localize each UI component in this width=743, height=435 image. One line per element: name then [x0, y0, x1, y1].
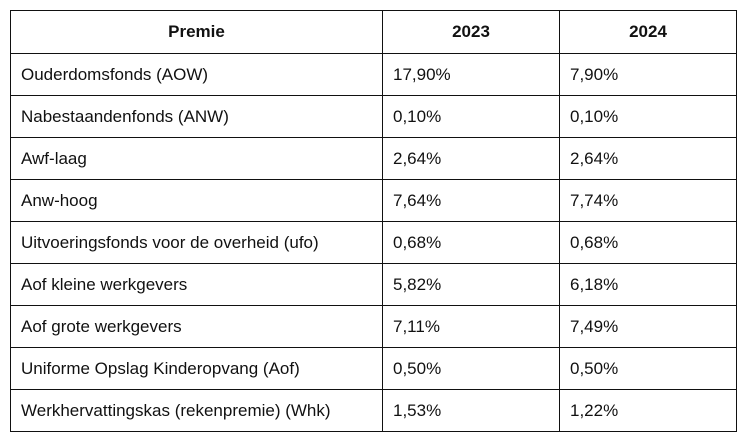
table-row: Uitvoeringsfonds voor de overheid (ufo) … — [10, 221, 737, 264]
cell-premie: Nabestaandenfonds (ANW) — [10, 95, 383, 138]
cell-2023: 2,64% — [382, 137, 560, 180]
cell-2023: 0,10% — [382, 95, 560, 138]
cell-2023: 7,11% — [382, 305, 560, 348]
header-2024: 2024 — [559, 10, 737, 54]
table-row: Uniforme Opslag Kinderopvang (Aof) 0,50%… — [10, 347, 737, 390]
cell-2024: 0,50% — [559, 347, 737, 390]
cell-2024: 0,10% — [559, 95, 737, 138]
cell-2024: 7,90% — [559, 53, 737, 96]
cell-2024: 7,49% — [559, 305, 737, 348]
cell-2023: 1,53% — [382, 389, 560, 432]
cell-2024: 2,64% — [559, 137, 737, 180]
header-premie: Premie — [10, 10, 383, 54]
cell-2023: 0,68% — [382, 221, 560, 264]
cell-2024: 0,68% — [559, 221, 737, 264]
cell-premie: Anw-hoog — [10, 179, 383, 222]
cell-2023: 7,64% — [382, 179, 560, 222]
header-2023: 2023 — [382, 10, 560, 54]
cell-2024: 1,22% — [559, 389, 737, 432]
table-row: Aof grote werkgevers 7,11% 7,49% — [10, 305, 737, 348]
table-header-row: Premie 2023 2024 — [10, 10, 737, 54]
cell-2024: 7,74% — [559, 179, 737, 222]
table-row: Awf-laag 2,64% 2,64% — [10, 137, 737, 180]
cell-2023: 0,50% — [382, 347, 560, 390]
table-row: Nabestaandenfonds (ANW) 0,10% 0,10% — [10, 95, 737, 138]
premium-table-container: Premie 2023 2024 Ouderdomsfonds (AOW) 17… — [10, 10, 737, 432]
cell-premie: Werkhervattingskas (rekenpremie) (Whk) — [10, 389, 383, 432]
cell-premie: Aof grote werkgevers — [10, 305, 383, 348]
table-row: Anw-hoog 7,64% 7,74% — [10, 179, 737, 222]
cell-premie: Uniforme Opslag Kinderopvang (Aof) — [10, 347, 383, 390]
table-row: Aof kleine werkgevers 5,82% 6,18% — [10, 263, 737, 306]
premium-table: Premie 2023 2024 Ouderdomsfonds (AOW) 17… — [10, 10, 737, 432]
cell-premie: Ouderdomsfonds (AOW) — [10, 53, 383, 96]
table-row: Werkhervattingskas (rekenpremie) (Whk) 1… — [10, 389, 737, 432]
table-row: Ouderdomsfonds (AOW) 17,90% 7,90% — [10, 53, 737, 96]
cell-premie: Uitvoeringsfonds voor de overheid (ufo) — [10, 221, 383, 264]
cell-premie: Aof kleine werkgevers — [10, 263, 383, 306]
cell-2023: 17,90% — [382, 53, 560, 96]
cell-2024: 6,18% — [559, 263, 737, 306]
cell-2023: 5,82% — [382, 263, 560, 306]
cell-premie: Awf-laag — [10, 137, 383, 180]
